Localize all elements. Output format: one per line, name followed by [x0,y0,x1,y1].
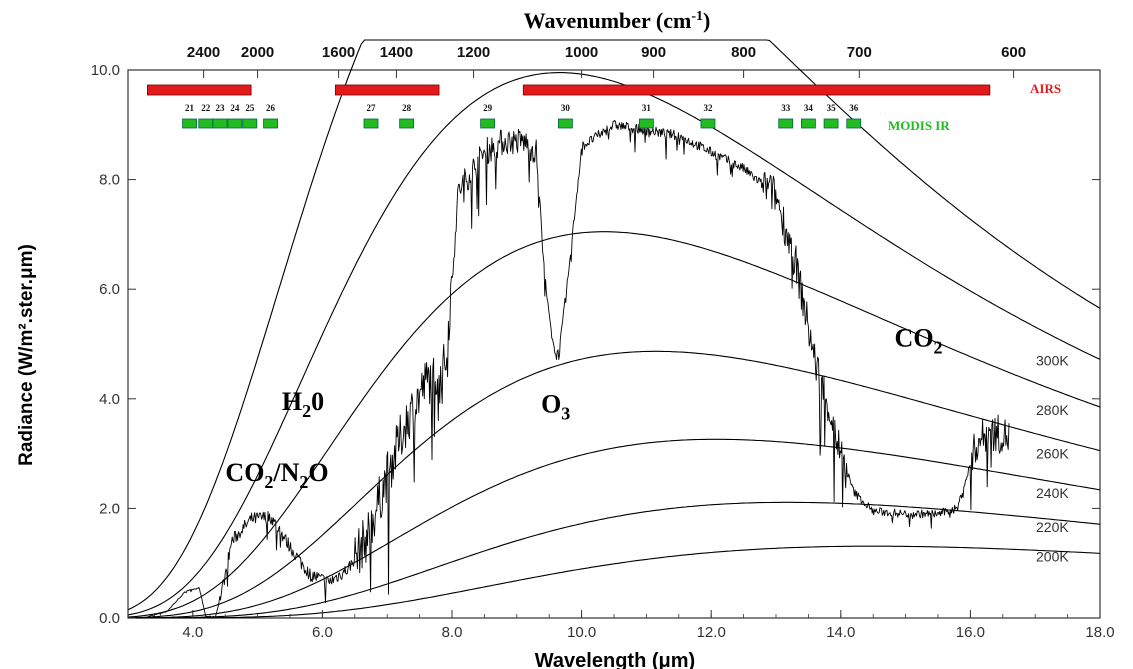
instrument-bands: AIRS 21 22 23 24 25 26 27 28 29 30 31 32 33 34 35 36 MODI… [147,81,1061,133]
x-axis-title: Wavelength (μm) [535,650,695,669]
top-tick-label: 2400 [187,44,220,61]
modis-band [263,118,278,129]
top-tick-label: 1200 [457,44,490,61]
modis-band [558,118,573,129]
spectrum [147,119,1010,618]
top-tick-label: 800 [731,44,756,61]
curve-label-300K: 300K [1036,352,1069,368]
x-tick-label: 18.0 [1085,624,1114,641]
planck-curve-260K [128,350,1101,619]
top-axis-title: Wavenumber (cm-1) [524,8,711,33]
modis-band-number: 36 [849,103,859,113]
y-tick-label: 4.0 [99,391,120,408]
modis-band-number: 27 [367,103,377,113]
planck-curve-240K [128,438,1101,619]
co2-label: CO2 [895,324,943,358]
curve-label-260K: 260K [1036,446,1069,462]
y-tick-label: 0.0 [99,610,120,627]
modis-label: MODIS IR [888,118,950,133]
o3-label: O3 [541,390,570,424]
modis-band-number: 33 [781,103,791,113]
modis-band [198,118,214,129]
planck-curve-200K [128,545,1101,619]
y-tick-label: 6.0 [99,281,120,298]
modis-band-number: 29 [483,103,493,113]
x-tick-label: 4.0 [182,624,203,641]
top-tick-label: 900 [641,44,666,61]
airs-label: AIRS [1030,81,1061,96]
top-tick-label: 600 [1001,44,1026,61]
modis-band [227,118,243,129]
x-tick-label: 8.0 [442,624,463,641]
planck-curve-280K [127,231,1101,618]
plot-frame [127,69,1101,619]
modis-band-number: 24 [230,103,240,113]
modis-band [242,118,258,129]
planck-curves: 300K 280K 260K 240K 220K 200K [127,39,1101,619]
modis-band-number: 31 [642,103,652,113]
modis-band-number: 32 [703,103,713,113]
airs-band [334,84,440,96]
observed-spectrum [147,119,1010,618]
modis-band-number: 35 [827,103,837,113]
modis-band-number: 28 [402,103,412,113]
airs-band [522,84,991,96]
modis-band-number: 30 [561,103,571,113]
x-tick-label: 6.0 [312,624,333,641]
x-tick-label: 12.0 [697,624,726,641]
modis-band [778,118,794,129]
modis-band-number: 26 [266,103,276,113]
modis-band [399,118,415,129]
molecule-labels: CO2/N2O H20 O3 CO2 [225,324,942,492]
x-tick-label: 10.0 [567,624,596,641]
curve-label-200K: 200K [1036,548,1069,564]
modis-band-number: 22 [201,103,211,113]
planck-curve-hot [127,39,1101,611]
modis-band-number: 21 [185,103,195,113]
y-tick-label: 8.0 [99,172,120,189]
top-tick-label: 1000 [565,44,598,61]
modis-band [700,118,716,129]
h2o-label: H20 [282,387,324,421]
modis-band [182,118,197,129]
top-tick-label: 1400 [380,44,413,61]
modis-band [846,118,862,129]
axes: 4.0 6.0 8.0 10.0 12.0 14.0 16.0 18.0 0.0 2.0 4.0 6.… [91,44,1115,641]
top-tick-label: 1600 [322,44,355,61]
modis-band-number: 25 [245,103,255,113]
top-tick-label: 2000 [241,44,274,61]
planck-curve-300K [127,72,1101,616]
modis-band-number: 34 [804,103,814,113]
modis-band [823,118,839,129]
modis-band [639,118,654,129]
curve-label-280K: 280K [1036,402,1069,418]
y-axis-title: Radiance (W/m².ster.μm) [16,244,37,466]
co2-n2o-label: CO2/N2O [225,458,328,492]
top-tick-label: 700 [847,44,872,61]
modis-band-number: 23 [216,103,226,113]
x-tick-label: 14.0 [826,624,855,641]
modis-band [363,118,379,129]
airs-band [147,84,252,96]
curve-label-240K: 240K [1036,485,1069,501]
y-tick-label: 2.0 [99,500,120,517]
y-tick-label: 10.0 [91,62,120,79]
modis-band [801,118,816,129]
modis-band [480,118,496,129]
modis-band [212,118,228,129]
curve-label-220K: 220K [1036,519,1069,535]
x-tick-label: 16.0 [956,624,985,641]
planck-curve-220K [128,501,1101,619]
